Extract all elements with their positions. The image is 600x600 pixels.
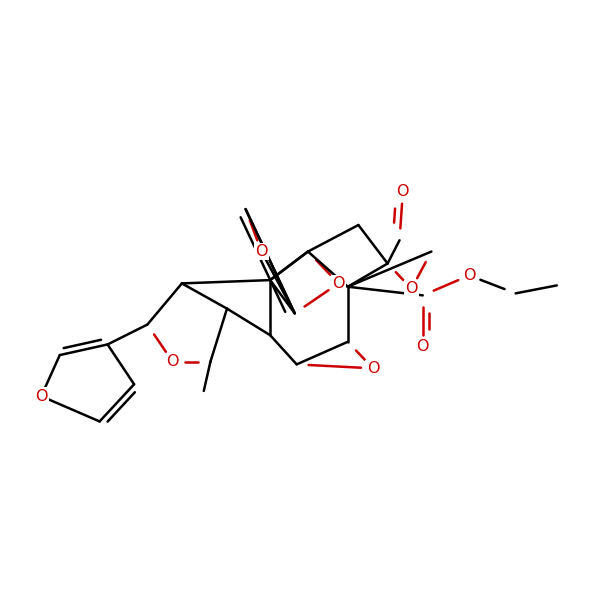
Text: O: O <box>332 276 345 291</box>
Text: O: O <box>463 268 475 283</box>
Text: O: O <box>416 339 429 354</box>
Text: O: O <box>255 244 268 259</box>
Text: O: O <box>405 281 418 296</box>
Text: O: O <box>397 184 409 199</box>
Text: O: O <box>367 361 379 376</box>
Text: O: O <box>35 389 47 404</box>
Text: O: O <box>166 354 179 369</box>
